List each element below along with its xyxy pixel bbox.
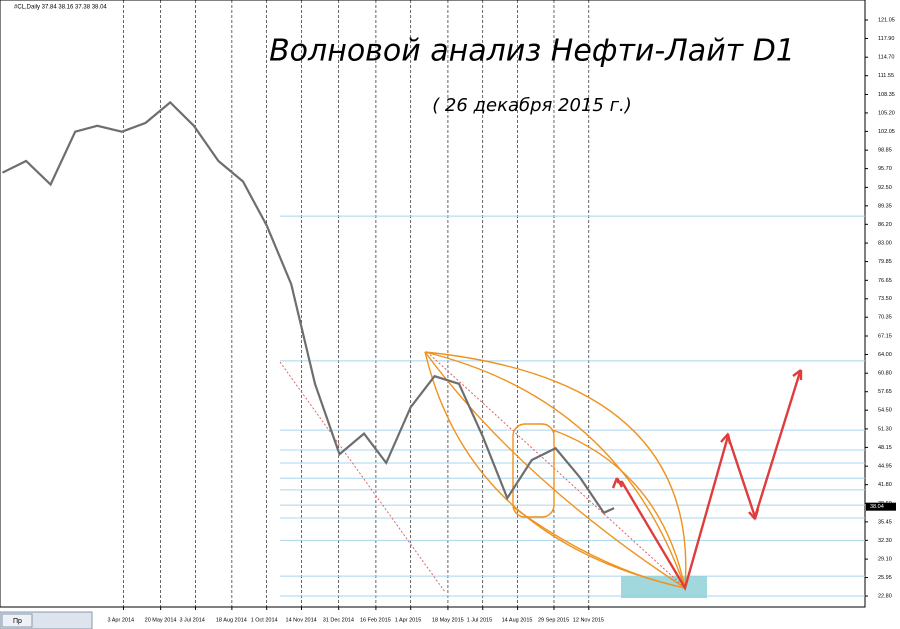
wave-box — [512, 423, 555, 518]
y-tick-label: 22.80 — [878, 593, 892, 599]
x-tick-label: 3 Jul 2014 — [179, 617, 204, 623]
y-tick-label: 121.05 — [878, 17, 895, 23]
x-tick-label: 12 Nov 2015 — [573, 617, 604, 623]
x-tick-label: 14 Aug 2015 — [502, 617, 533, 623]
y-tick-label: 64.00 — [878, 352, 892, 358]
y-tick-label: 67.15 — [878, 333, 892, 339]
x-tick-label: 14 Nov 2014 — [286, 617, 317, 623]
y-tick-label: 32.30 — [878, 538, 892, 544]
arc — [424, 351, 686, 589]
arrow-head — [792, 369, 803, 380]
forecast-path — [617, 371, 802, 592]
y-tick-label: 57.65 — [878, 389, 892, 395]
y-tick-label: 98.85 — [878, 148, 892, 154]
y-tick-label: 114.70 — [878, 55, 894, 61]
last-price-label: 38.04 — [870, 504, 884, 510]
x-tick-label: 31 Dec 2014 — [323, 617, 354, 623]
forecast-arrows — [611, 369, 803, 592]
y-tick-label: 54.50 — [878, 408, 892, 414]
x-tick-label: 29 Sep 2015 — [538, 617, 569, 623]
price-series — [1, 100, 615, 515]
x-tick-label: 1 Jul 2015 — [467, 617, 492, 623]
trend-line — [279, 361, 446, 593]
y-tick-label: 102.05 — [878, 129, 895, 135]
y-tick-label: 89.35 — [878, 203, 892, 209]
y-tick-label: 51.30 — [878, 426, 892, 432]
plot-frame — [0, 0, 866, 608]
taskbar-label: Пр — [13, 618, 22, 625]
y-tick-label: 44.95 — [878, 464, 892, 470]
y-tick-label: 79.85 — [878, 259, 892, 265]
y-tick-label: 83.00 — [878, 241, 892, 247]
y-tick-label: 95.70 — [878, 166, 892, 172]
x-tick-label: 16 Feb 2015 — [360, 617, 391, 623]
taskbar-button[interactable] — [1, 613, 33, 628]
y-tick-label: 92.50 — [878, 185, 892, 191]
y-tick-label: 117.90 — [878, 36, 894, 42]
chart-header: #CL,Daily 37.84 38.16 37.38 38.04 — [14, 5, 107, 11]
chart-subtitle: ( 26 декабря 2015 г.) — [432, 95, 632, 116]
last-price-box — [866, 502, 896, 511]
y-tick-label: 73.50 — [878, 296, 892, 302]
y-tick-label: 105.20 — [878, 110, 895, 116]
price-line — [1, 100, 615, 515]
y-tick-label: 48.15 — [878, 445, 892, 451]
arc — [552, 429, 686, 589]
y-tick-label: 25.95 — [878, 575, 892, 581]
target-zone — [621, 576, 707, 598]
x-tick-label: 1 Oct 2014 — [251, 617, 278, 623]
arrow-head — [611, 477, 624, 489]
x-tick-label: 20 May 2014 — [145, 617, 177, 623]
y-tick-label: 76.65 — [878, 278, 892, 284]
axes: 121.05 117.90 114.70 111.55 108.35 105.20 102.… — [107, 17, 896, 623]
y-tick-label: 35.45 — [878, 519, 892, 525]
arc — [424, 351, 687, 589]
wave-arcs — [424, 351, 687, 589]
arrow-head — [748, 508, 760, 520]
chart-title: Волновой анализ Нефти-Лайт D1 — [269, 34, 795, 69]
y-tick-label: 41.80 — [878, 482, 892, 488]
y-tick-label: 111.55 — [878, 73, 894, 79]
x-tick-label: 18 May 2015 — [432, 617, 464, 623]
y-tick-label: 86.20 — [878, 222, 892, 228]
x-tick-label: 18 Aug 2014 — [216, 617, 247, 623]
y-tick-label: 70.35 — [878, 315, 892, 321]
arrow-head — [720, 433, 732, 445]
x-tick-label: 1 Apr 2015 — [395, 617, 422, 623]
arc — [424, 351, 686, 589]
y-tick-label: 29.10 — [878, 557, 892, 563]
arc — [512, 506, 686, 589]
y-tick-label: 60.80 — [878, 371, 892, 377]
x-tick-label: 3 Apr 2014 — [107, 617, 134, 623]
y-tick-label: 108.35 — [878, 92, 895, 98]
